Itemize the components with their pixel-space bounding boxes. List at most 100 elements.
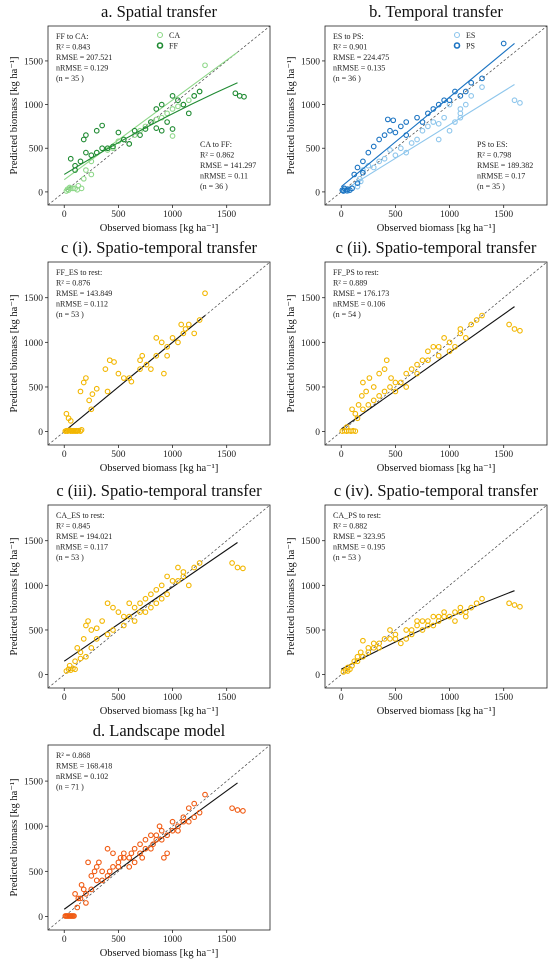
data-point [370,164,377,171]
data-point [153,600,160,607]
data-point [158,127,165,134]
data-point [178,321,185,328]
data-point [143,361,150,368]
data-point [83,375,89,381]
data-point [158,582,165,589]
data-point [360,169,366,176]
data-point [104,873,111,879]
data-point [435,343,442,350]
fit-line [340,306,515,430]
data-point [185,805,192,812]
plot-frame [47,504,271,689]
y-tick-label: 1500 [301,537,320,547]
data-point [392,631,399,638]
stat-annotation: RMSE = 168.418 [56,762,112,771]
x-tick-label: 1000 [163,450,182,460]
x-tick-label: 500 [111,210,126,220]
data-point [441,335,447,341]
data-point [360,653,366,660]
data-point [88,873,95,879]
fit-line [63,82,238,175]
identity-line [324,261,548,446]
data-point [430,613,437,620]
data-point [414,618,420,624]
stat-annotation: R² = 0.882 [333,522,367,531]
data-point [435,352,442,359]
chart-panel-b: b. Temporal transfer 0 500 1000 1500 0 500 1000… [286,2,548,234]
stat-annotation: (n = 53 ) [56,553,84,562]
stat-annotation: CA to FF: [200,140,232,149]
data-point [185,97,192,104]
data-point [392,152,399,159]
y-tick-label: 1500 [301,57,320,67]
data-point [77,649,84,656]
data-point [357,649,364,656]
x-tick-label: 1500 [494,450,513,460]
y-axis-label: Predicted biomass [kg ha⁻¹] [9,778,20,896]
data-point [506,600,512,607]
data-point [66,662,73,669]
y-axis-label: Predicted biomass [kg ha⁻¹] [9,294,20,412]
data-point [392,388,399,395]
y-tick-label: 0 [315,428,320,438]
data-point [191,814,198,821]
data-point [351,658,358,665]
data-point [137,850,143,857]
data-point [158,595,165,602]
data-point [175,564,181,571]
data-point [354,180,361,187]
data-point [457,326,464,332]
data-point [343,424,350,430]
identity-line [47,504,271,689]
stat-annotation: R² = 0.901 [333,43,367,52]
data-point [479,75,485,82]
stat-annotation: PS to ES: [477,140,508,149]
data-point [77,655,84,662]
data-point [93,877,100,884]
y-axis-label: Predicted biomass [kg ha⁻¹] [9,56,20,174]
x-axis-label: Observed biomass [kg ha⁻¹] [100,948,219,959]
y-tick-label: 1000 [301,339,320,349]
y-axis-label: Predicted biomass [kg ha⁻¹] [286,294,297,412]
data-point [354,658,361,665]
x-tick-label: 1500 [217,693,236,703]
data-point [88,627,95,633]
data-point [93,636,100,642]
data-point [229,805,235,812]
data-point [83,149,89,156]
data-point [468,93,475,99]
data-point [88,158,95,165]
data-point [457,93,464,99]
data-point [381,366,388,372]
data-point [381,636,388,642]
x-tick-label: 1500 [217,935,236,945]
data-point [403,370,410,377]
legend-marker [453,31,461,39]
data-point [196,317,203,323]
data-point [131,618,138,624]
data-point [419,627,426,633]
stat-annotation: FF to CA: [56,32,88,41]
data-point [169,818,176,825]
fit-line [340,43,515,188]
data-point [473,317,480,323]
data-point [397,123,404,130]
stat-annotation: (n = 36 ) [200,182,228,191]
data-point [457,609,464,615]
data-point [77,895,84,902]
x-tick-label: 0 [62,935,67,945]
data-point [131,604,138,611]
data-point [63,410,70,417]
data-point [115,609,122,615]
plot-frame [324,25,548,206]
data-point [479,312,485,319]
data-point [355,401,362,408]
stat-annotation: R² = 0.889 [333,279,367,288]
data-point [360,158,366,165]
data-point [99,877,105,884]
data-point [196,809,203,816]
stat-annotation: R² = 0.843 [56,43,90,52]
data-point [234,807,241,813]
x-axis-label: Observed biomass [kg ha⁻¹] [377,706,496,717]
data-point [358,393,365,399]
